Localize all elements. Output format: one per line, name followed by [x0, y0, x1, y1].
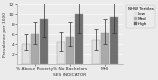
Bar [92, 40, 100, 64]
Bar [101, 33, 109, 64]
Bar [110, 17, 118, 64]
Bar [66, 37, 74, 64]
Bar [31, 34, 39, 64]
Y-axis label: Prevalence per 1000: Prevalence per 1000 [3, 12, 7, 57]
Bar [22, 44, 30, 64]
Bar [40, 19, 48, 64]
Bar [75, 14, 83, 64]
X-axis label: SES INDICATOR: SES INDICATOR [53, 73, 87, 77]
Legend: Low, Med, High: Low, Med, High [126, 5, 155, 28]
Bar [57, 42, 65, 64]
